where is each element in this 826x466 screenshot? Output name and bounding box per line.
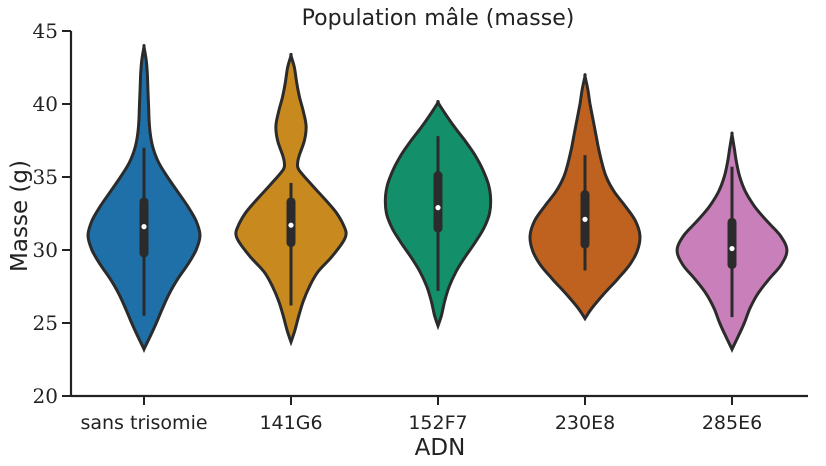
- y-ticks-group: 20 25 30 35 40 45: [33, 19, 71, 408]
- x-ticks-group: sans trisomie 141G6 152F7 230E8 285E6: [80, 396, 762, 434]
- x-tick-label: 285E6: [702, 412, 762, 434]
- x-tick-label: sans trisomie: [80, 412, 207, 434]
- x-tick-label: 152F7: [408, 412, 467, 434]
- median-point: [288, 222, 294, 228]
- inner-boxes-group: [139, 136, 737, 318]
- y-axis-label: Masse (g): [7, 160, 33, 272]
- x-tick-label: 230E8: [555, 412, 615, 434]
- y-tick-label: 45: [33, 19, 58, 43]
- y-tick-label: 30: [33, 238, 58, 262]
- median-point: [435, 205, 441, 211]
- median-point: [141, 224, 147, 230]
- median-point: [582, 216, 588, 222]
- y-tick-label: 40: [33, 92, 58, 116]
- x-axis-label: ADN: [415, 435, 466, 461]
- y-tick-label: 20: [33, 384, 58, 408]
- x-tick-label: 141G6: [259, 412, 322, 434]
- chart-title: Population mâle (masse): [302, 6, 575, 31]
- y-tick-label: 25: [33, 311, 58, 335]
- median-point: [729, 245, 735, 252]
- y-tick-label: 35: [33, 165, 58, 189]
